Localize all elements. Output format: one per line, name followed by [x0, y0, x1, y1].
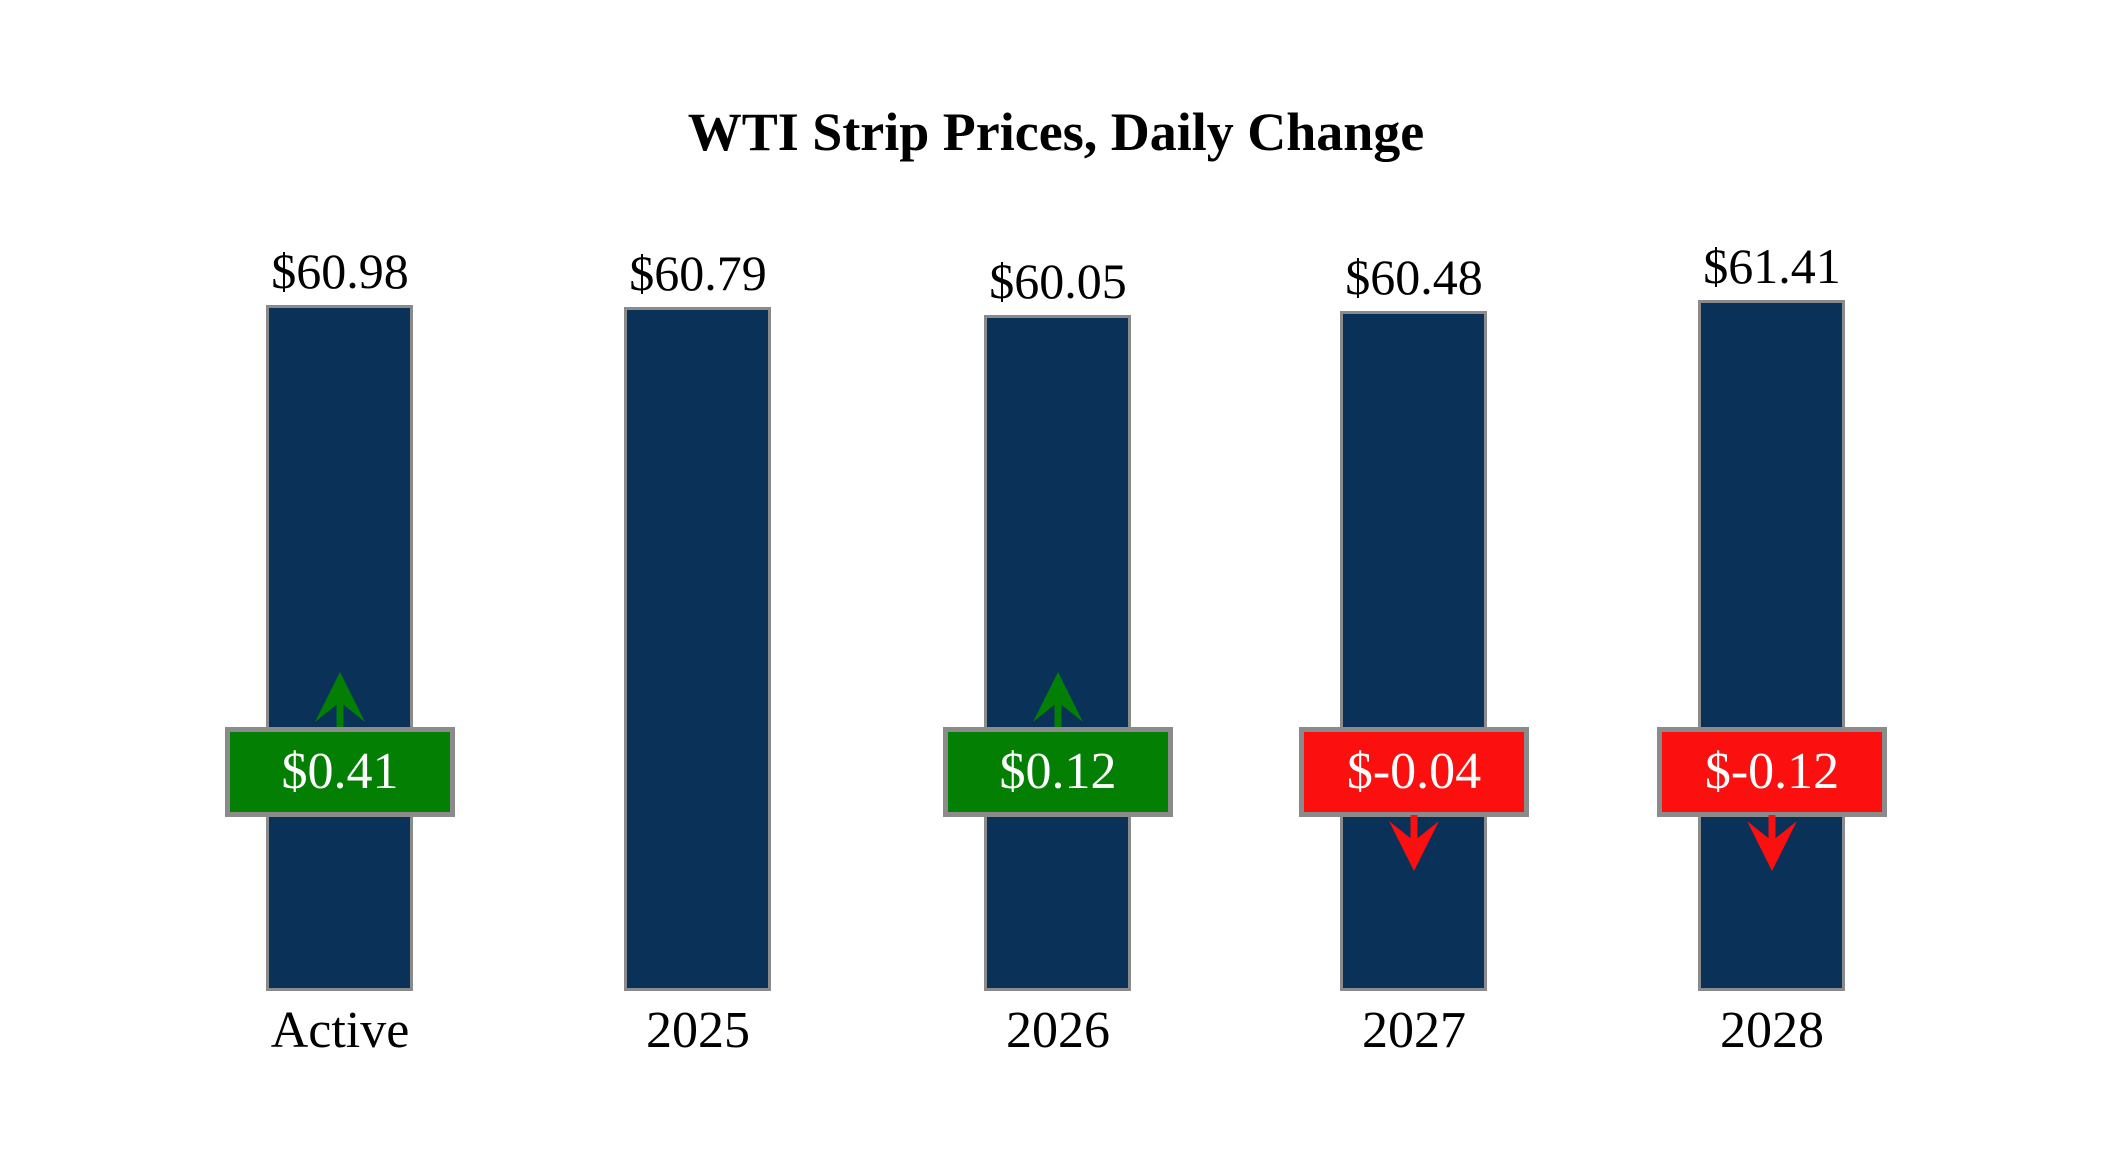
bar-value-label: $60.79: [629, 245, 767, 301]
bar-value-label: $60.48: [1345, 249, 1483, 305]
up-arrow-icon: [315, 672, 365, 728]
bar-category-label: 2026: [1006, 1002, 1110, 1059]
down-arrow-icon: [1747, 815, 1797, 871]
bar-category-label: 2028: [1720, 1002, 1824, 1059]
bar: [1698, 300, 1845, 991]
daily-change-badge: $-0.12: [1657, 727, 1887, 817]
bar-group: $60.98 $0.41 Active: [224, 0, 456, 1152]
bar-value-label: $60.98: [271, 243, 409, 299]
bar-category-label: 2027: [1362, 1002, 1466, 1059]
bar-group: $60.79 2025: [582, 0, 814, 1152]
bar: [1340, 311, 1487, 991]
bar-group: $61.41 $-0.12 2028: [1656, 0, 1888, 1152]
bar: [266, 305, 413, 991]
chart-title: WTI Strip Prices, Daily Change: [687, 102, 1425, 162]
bar-category-label: 2025: [646, 1002, 750, 1059]
down-arrow-icon: [1389, 815, 1439, 871]
bar-value-label: $61.41: [1703, 238, 1841, 294]
bar-group: $60.48 $-0.04 2027: [1298, 0, 1530, 1152]
up-arrow-icon: [1033, 672, 1083, 728]
bar-group: $60.05 $0.12 2026: [942, 0, 1174, 1152]
daily-change-badge: $0.41: [225, 727, 455, 817]
daily-change-badge: $-0.04: [1299, 727, 1529, 817]
bar-value-label: $60.05: [989, 253, 1127, 309]
bar: [984, 315, 1131, 991]
daily-change-badge: $0.12: [943, 727, 1173, 817]
bar-category-label: Active: [270, 1002, 410, 1059]
bar: [624, 307, 771, 991]
